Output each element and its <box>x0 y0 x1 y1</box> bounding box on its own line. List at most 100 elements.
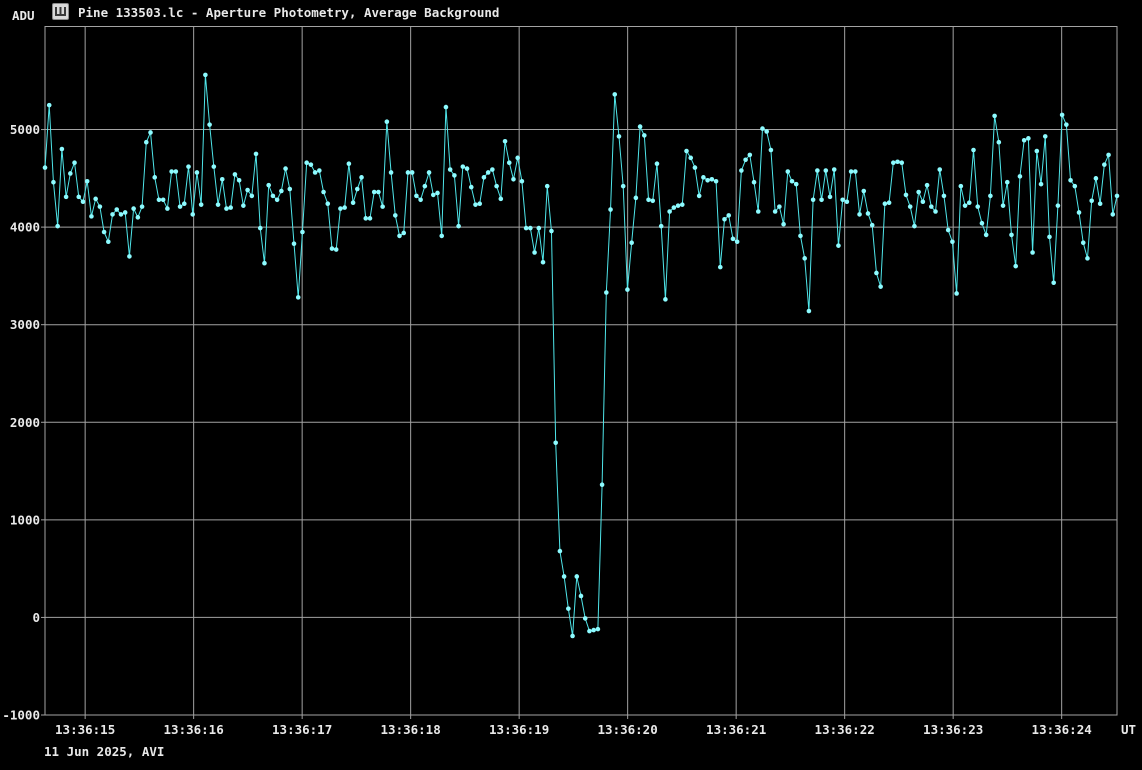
data-point <box>409 170 415 175</box>
data-point <box>907 204 913 209</box>
y-tick-label: 1000 <box>10 512 40 527</box>
data-point <box>401 230 407 236</box>
data-point <box>502 138 508 144</box>
data-point <box>861 188 867 194</box>
data-point <box>452 173 457 178</box>
data-point <box>1047 234 1052 240</box>
data-point <box>89 214 94 219</box>
data-point <box>540 259 546 265</box>
data-point <box>654 161 660 166</box>
data-point <box>958 183 964 189</box>
data-point <box>1009 232 1014 238</box>
data-point <box>755 209 761 214</box>
data-point <box>350 200 356 206</box>
data-point <box>1055 203 1061 208</box>
data-point <box>215 202 221 207</box>
x-tick-label: 13:36:20 <box>598 722 658 737</box>
data-point <box>954 291 959 296</box>
y-tick-label: 3000 <box>10 317 40 332</box>
data-point <box>51 179 56 185</box>
footer-date-source-label: 11 Jun 2025, AVI <box>44 744 165 759</box>
data-point <box>941 193 947 199</box>
data-point <box>283 166 288 171</box>
data-point <box>165 206 170 211</box>
data-point <box>207 122 212 127</box>
y-tick-label: 2000 <box>10 415 40 430</box>
data-point <box>696 193 702 199</box>
data-point <box>730 236 736 242</box>
data-point <box>971 147 976 153</box>
data-point <box>751 179 757 185</box>
data-point <box>945 227 951 233</box>
data-point <box>63 194 69 200</box>
data-point <box>384 119 390 125</box>
y-axis-unit-label: ADU <box>12 8 35 23</box>
data-point <box>815 168 820 173</box>
x-tick-label: 13:36:24 <box>1032 722 1092 737</box>
data-point <box>135 215 141 220</box>
data-point <box>1110 212 1116 217</box>
data-point <box>519 178 525 184</box>
data-point <box>1038 181 1044 187</box>
data-point <box>506 160 512 166</box>
data-point <box>101 229 107 235</box>
data-point <box>933 209 938 214</box>
data-point <box>139 204 145 209</box>
data-point <box>950 239 955 245</box>
data-point <box>435 190 440 196</box>
data-point <box>979 220 985 226</box>
data-point <box>468 184 474 190</box>
data-point <box>663 297 668 302</box>
data-point <box>671 205 677 210</box>
data-point <box>1059 112 1065 118</box>
data-point <box>367 216 373 221</box>
data-point <box>338 206 343 211</box>
data-point <box>789 178 795 184</box>
data-point <box>494 183 499 189</box>
data-point <box>422 183 428 189</box>
data-point <box>388 170 394 175</box>
data-point <box>321 189 326 195</box>
plot-border <box>44 26 1118 716</box>
data-point <box>1089 198 1094 204</box>
data-point <box>291 241 297 247</box>
data-point <box>1093 176 1099 181</box>
data-point <box>481 175 487 180</box>
data-point <box>329 246 335 251</box>
data-point <box>578 593 584 599</box>
data-point <box>966 200 972 206</box>
data-point <box>122 210 128 215</box>
data-point <box>249 193 255 199</box>
data-point <box>587 628 592 634</box>
data-point <box>895 159 900 165</box>
data-point <box>962 203 968 208</box>
data-point <box>604 290 609 295</box>
data-point <box>793 181 799 187</box>
data-point <box>823 168 829 173</box>
data-point <box>266 182 271 188</box>
data-point <box>397 233 402 239</box>
data-point <box>612 92 618 97</box>
axis-tick-labels: 5000 4000 3000 2000 1000 0 -1000 13:36:15 13:36:… <box>2 122 1136 737</box>
data-point <box>232 172 238 177</box>
data-point <box>333 247 339 252</box>
data-point <box>346 161 352 166</box>
data-point <box>595 626 601 632</box>
data-point <box>127 254 132 259</box>
data-point <box>1021 137 1027 143</box>
data-point <box>739 168 744 173</box>
data-point <box>642 133 647 138</box>
data-point <box>224 206 229 211</box>
data-point <box>764 129 769 134</box>
data-point <box>511 177 516 182</box>
data-point <box>650 198 656 204</box>
data-point <box>777 204 782 209</box>
data-point <box>924 182 930 188</box>
data-point <box>658 223 664 229</box>
data-point <box>713 178 719 184</box>
data-point <box>274 197 280 203</box>
data-point <box>110 212 115 217</box>
data-point <box>916 189 921 195</box>
data-point <box>591 627 596 633</box>
